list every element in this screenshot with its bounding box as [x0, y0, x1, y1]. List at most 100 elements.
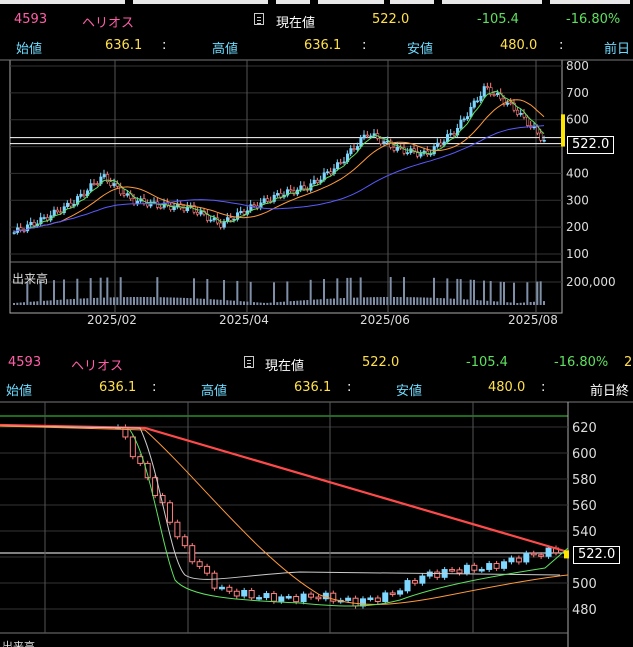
- upper-volume-bar: [489, 281, 492, 305]
- upper-volume-bar: [229, 300, 232, 305]
- upper-candle-body: [122, 193, 126, 196]
- upper-volume-bar: [409, 297, 412, 305]
- upper-volume-bar: [46, 300, 49, 305]
- upper-candle-body: [382, 141, 386, 144]
- lower-low-sep: :: [541, 380, 546, 395]
- upper-candle-body: [279, 193, 283, 198]
- upper-volume-bar: [283, 301, 285, 305]
- upper-volume-bar: [193, 278, 195, 305]
- upper-volume-bar: [523, 302, 525, 305]
- upper-y-tick-label: 800: [566, 59, 589, 73]
- upper-volume-bar: [433, 277, 435, 305]
- upper-candle-body: [462, 118, 466, 121]
- upper-volume-bar: [389, 277, 392, 305]
- upper-ma-mid-line: [13, 99, 545, 233]
- lower-y-tick-label: 480: [572, 603, 597, 618]
- upper-volume-bar: [429, 297, 432, 305]
- upper-candle-body: [179, 203, 183, 209]
- lower-candle-body: [196, 561, 203, 567]
- lower-candle-body: [144, 462, 151, 479]
- upper-candle-body: [492, 94, 496, 96]
- upper-candle-body: [329, 171, 333, 175]
- upper-volume-bar: [443, 298, 445, 305]
- lower-candle-body: [434, 571, 441, 578]
- document-icon[interactable]: [254, 13, 264, 28]
- upper-volume-bar: [166, 297, 169, 305]
- upper-volume-bar: [543, 301, 545, 305]
- upper-candle-body: [539, 132, 543, 141]
- upper-candle-body: [336, 162, 340, 170]
- upper-candle-body: [506, 102, 510, 105]
- upper-candle-body: [229, 217, 233, 221]
- upper-volume-bar: [469, 279, 472, 305]
- upper-candle-body: [459, 119, 463, 129]
- lower-candle-body: [419, 575, 426, 584]
- lower-candle-body: [300, 593, 307, 603]
- upper-x-tick-label: 2025/08: [508, 313, 558, 327]
- upper-volume-bar: [173, 297, 175, 305]
- upper-candle-body: [46, 217, 50, 221]
- upper-volume-bar: [139, 297, 142, 305]
- lower-candle-body: [293, 596, 300, 603]
- upper-volume-bar: [93, 297, 95, 305]
- lower-ma-white-line: [0, 425, 561, 580]
- upper-volume-bar: [379, 297, 382, 305]
- upper-candle-body: [436, 142, 440, 147]
- upper-volume-bar: [33, 301, 35, 305]
- upper-volume-bar: [199, 298, 202, 305]
- upper-volume-bar: [519, 302, 522, 305]
- lower-candle-body: [189, 545, 196, 563]
- upper-volume-bar: [163, 297, 165, 305]
- upper-candle-body: [449, 133, 453, 135]
- upper-candle-body: [262, 198, 266, 204]
- lower-candle-body: [463, 564, 470, 574]
- upper-volume-bar: [323, 279, 325, 305]
- upper-candle-body: [106, 174, 110, 182]
- upper-candle-body: [89, 183, 93, 192]
- upper-low-label: 安値: [407, 42, 434, 57]
- lower-y-tick-label: 540: [572, 525, 597, 540]
- upper-candle-body: [352, 148, 356, 150]
- lower-candle-body: [270, 593, 277, 602]
- upper-candle-body: [522, 112, 526, 118]
- lower-open-value: 636.1: [99, 380, 137, 395]
- upper-volume-bar: [66, 299, 69, 305]
- upper-volume-bar: [273, 282, 275, 305]
- upper-candle-body: [339, 162, 343, 164]
- upper-candle-body: [212, 217, 216, 221]
- upper-volume-bar: [106, 277, 109, 305]
- upper-volume-bar: [259, 302, 262, 305]
- lower-open-sep: :: [152, 380, 157, 395]
- lower-candle-body: [248, 590, 255, 599]
- upper-y-tick-label: 700: [566, 86, 589, 100]
- upper-volume-bar: [399, 297, 402, 305]
- upper-candle-body: [542, 139, 546, 142]
- upper-volume-bar: [149, 297, 152, 305]
- upper-candle-body: [466, 116, 470, 120]
- upper-volume-bar: [299, 300, 302, 305]
- upper-volume-bar: [116, 297, 119, 305]
- upper-volume-bar: [426, 297, 429, 305]
- document-icon[interactable]: [244, 356, 254, 371]
- upper-candle-body: [159, 207, 163, 209]
- lower-y-tick-label: 620: [572, 421, 597, 436]
- upper-volume-bar: [146, 297, 149, 305]
- upper-y-tick-label: 300: [566, 193, 589, 207]
- lower-candle-body: [471, 564, 478, 571]
- upper-volume-bar: [386, 297, 389, 305]
- upper-volume-bar: [536, 281, 539, 305]
- upper-high-label: 高値: [212, 42, 239, 57]
- upper-volume-bar: [276, 302, 279, 305]
- upper-volume-bar: [169, 297, 172, 305]
- upper-candle-body: [79, 193, 83, 197]
- upper-volume-bar: [123, 297, 125, 305]
- upper-volume-bar: [496, 301, 499, 305]
- upper-volume-bar: [53, 280, 55, 305]
- upper-candle-body: [169, 204, 173, 210]
- upper-volume-bar: [373, 297, 375, 305]
- upper-volume-bar: [483, 280, 485, 305]
- lower-candle-body: [181, 536, 188, 547]
- upper-chart[interactable]: 800700600500400300200100200,0002025/0220…: [0, 0, 633, 345]
- upper-volume-bar: [306, 300, 309, 305]
